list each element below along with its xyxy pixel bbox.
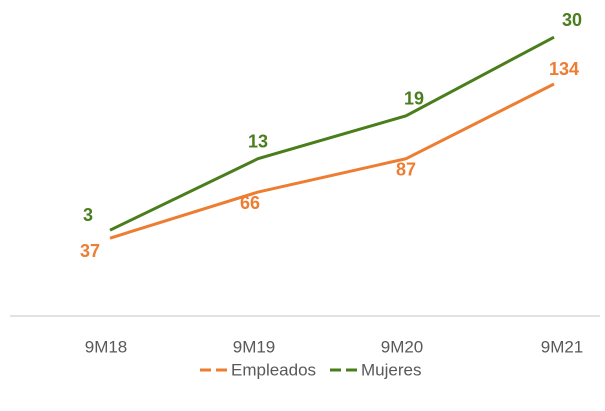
x-tick-label: 9M18 [85, 337, 128, 356]
x-tick-label: 9M19 [233, 337, 276, 356]
legend-label: Empleados [231, 360, 316, 379]
data-label: 30 [562, 10, 582, 30]
data-label: 134 [549, 59, 579, 79]
x-tick-label: 9M21 [541, 337, 584, 356]
data-label: 13 [248, 131, 268, 151]
series-line [109, 35, 555, 232]
data-label: 87 [396, 159, 416, 179]
legend-label: Mujeres [361, 360, 421, 379]
data-label: 3 [83, 205, 93, 225]
data-label: 37 [80, 241, 100, 261]
x-tick-label: 9M20 [381, 337, 424, 356]
data-label: 66 [240, 193, 260, 213]
series-line [109, 82, 555, 240]
data-label: 19 [404, 89, 424, 109]
